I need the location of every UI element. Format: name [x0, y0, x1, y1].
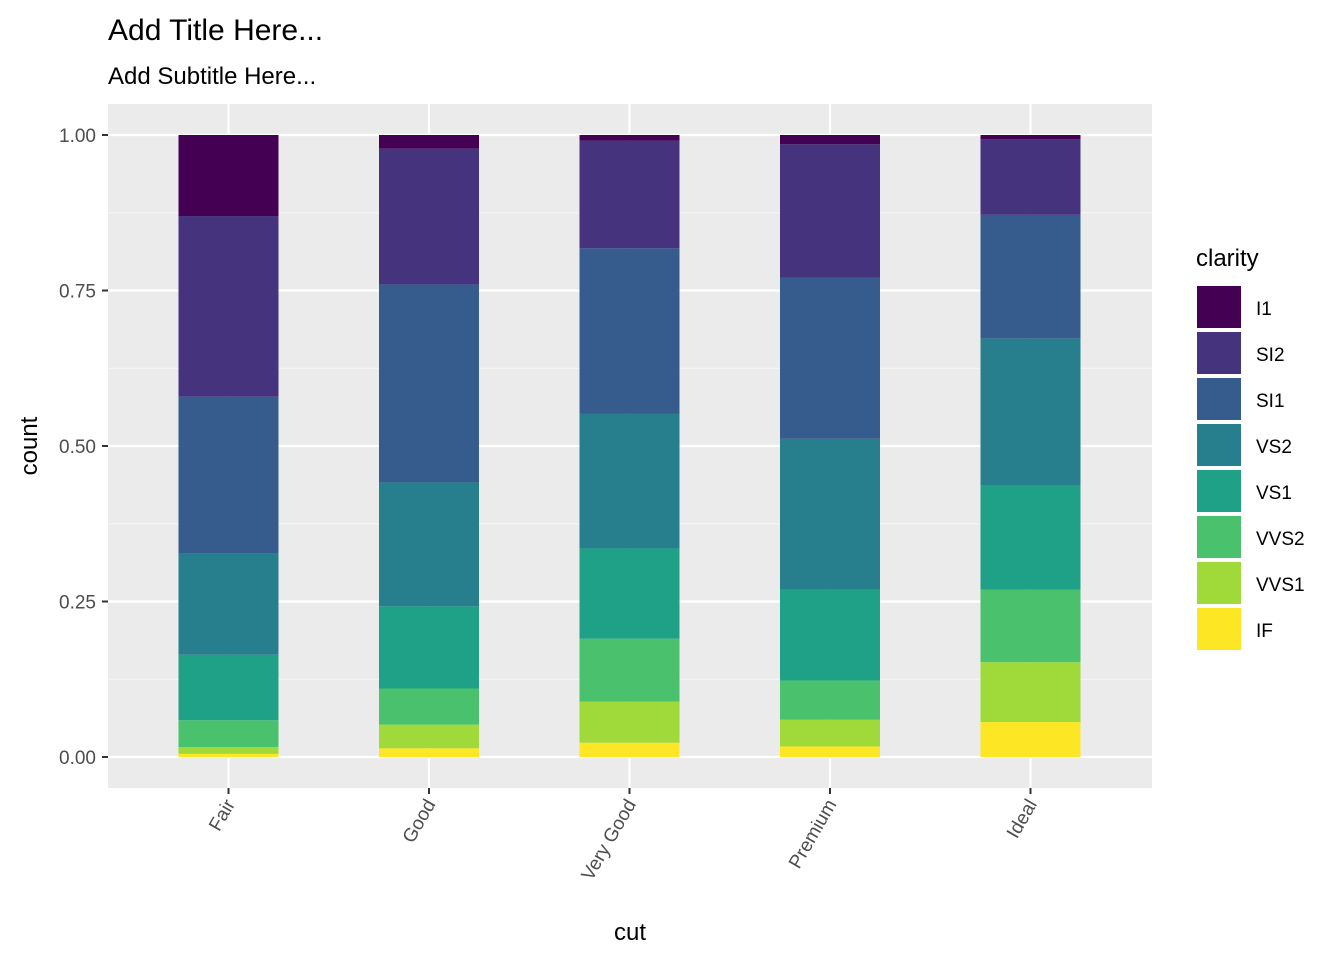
legend-label: VS2: [1256, 437, 1292, 458]
x-tick-label: Very Good: [578, 796, 641, 884]
bar-segment-vvs2: [178, 720, 279, 748]
bar-segment-i1: [980, 135, 1081, 140]
bar-segment-vs1: [379, 606, 479, 689]
bars: [178, 135, 1081, 757]
bar-segment-vs2: [579, 413, 680, 549]
bar-segment-si1: [379, 284, 479, 483]
bar-segment-vs1: [579, 548, 680, 639]
bar-segment-i1: [178, 135, 279, 217]
y-tick-label: 1.00: [59, 126, 96, 147]
bar-segment-if: [178, 753, 279, 757]
bar-segment-vs1: [178, 654, 279, 721]
legend-label: IF: [1256, 621, 1273, 642]
legend-key-vs1: [1197, 470, 1241, 512]
y-tick-label: 0.50: [59, 437, 96, 458]
bar-segment-i1: [379, 135, 479, 149]
bar-segment-if: [579, 742, 680, 757]
bar-segment-vvs2: [379, 688, 479, 725]
legend-label: VS1: [1256, 483, 1292, 504]
bar-segment-si1: [780, 277, 880, 439]
y-axis-title: count: [16, 416, 43, 475]
x-tick-label: Fair: [205, 795, 240, 834]
bar-segment-vs1: [780, 589, 880, 681]
bar-segment-vvs1: [178, 747, 279, 754]
bar-segment-si2: [178, 216, 279, 397]
legend-key-vvs1: [1197, 562, 1241, 604]
bar-segment-vs2: [980, 338, 1081, 486]
bar-segment-si2: [780, 144, 880, 278]
bar-segment-if: [980, 722, 1081, 757]
bar-segment-vs2: [780, 438, 880, 590]
bar-segment-vs2: [379, 482, 479, 607]
legend-label: VVS1: [1256, 575, 1305, 596]
y-tick-label: 0.25: [59, 593, 96, 614]
legend-key-si2: [1197, 332, 1241, 374]
legend-title: clarity: [1196, 245, 1259, 272]
y-axis: 0.00 0.25 0.50 0.75 1.00: [59, 126, 108, 769]
bar-segment-vvs1: [379, 724, 479, 749]
x-axis: Fair Good Very Good Premium Ideal: [205, 788, 1042, 884]
bar-segment-si1: [980, 214, 1081, 339]
legend-key-if: [1197, 608, 1241, 650]
bar-segment-vvs1: [579, 701, 680, 743]
x-tick-label: Good: [399, 796, 440, 847]
bar-segment-i1: [780, 135, 880, 145]
bar-segment-si1: [178, 396, 279, 554]
bar-segment-vs1: [980, 485, 1081, 590]
bar-segment-si2: [980, 139, 1081, 215]
bar-segment-vvs2: [780, 680, 880, 720]
bar-segment-vs2: [178, 553, 279, 655]
chart-title: Add Title Here...: [108, 14, 323, 47]
chart-subtitle: Add Subtitle Here...: [108, 63, 316, 90]
bar-segment-vvs2: [980, 589, 1081, 663]
bar-segment-vvs2: [579, 638, 680, 702]
bar-segment-si1: [579, 248, 680, 414]
bar-segment-if: [379, 748, 479, 757]
legend-label: SI2: [1256, 345, 1285, 366]
x-axis-title: cut: [614, 919, 646, 946]
bar-segment-vvs1: [980, 662, 1081, 723]
bar-segment-if: [780, 746, 880, 757]
x-tick-label: Premium: [785, 796, 841, 872]
legend-key-i1: [1197, 286, 1241, 328]
legend-key-vs2: [1197, 424, 1241, 466]
y-tick-label: 0.75: [59, 282, 96, 303]
legend-label: VVS2: [1256, 529, 1305, 550]
legend-label: SI1: [1256, 391, 1285, 412]
x-tick-label: Ideal: [1003, 796, 1042, 842]
bar-segment-i1: [579, 135, 680, 141]
bar-segment-si2: [579, 140, 680, 249]
legend-label: I1: [1256, 299, 1272, 320]
legend: clarity I1 SI2 SI1 VS2 VS1 VVS2 VVS1 IF: [1196, 245, 1305, 650]
legend-key-vvs2: [1197, 516, 1241, 558]
y-tick-label: 0.00: [59, 748, 96, 769]
legend-key-si1: [1197, 378, 1241, 420]
bar-segment-vvs1: [780, 719, 880, 747]
bar-segment-si2: [379, 148, 479, 285]
